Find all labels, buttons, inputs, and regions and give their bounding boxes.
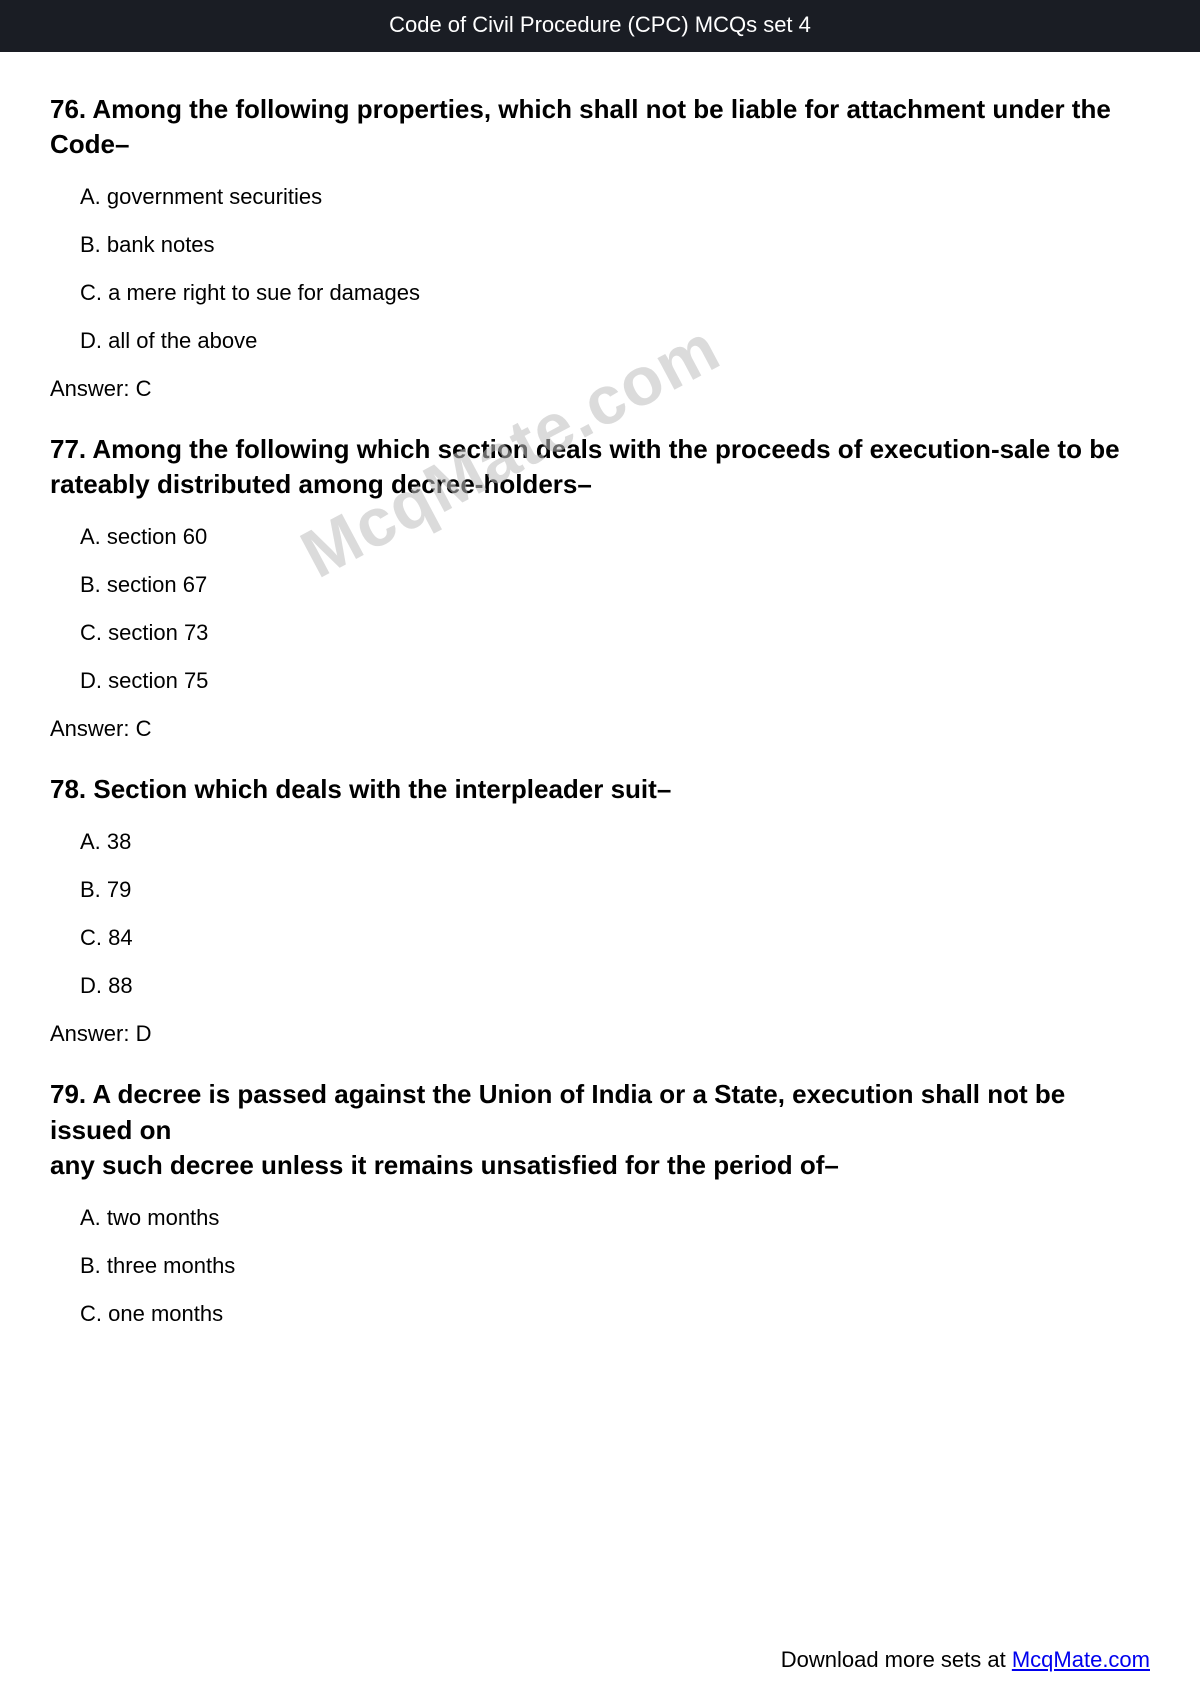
question-text-line: Section which deals with the interpleade… — [93, 774, 671, 804]
option-item: D. all of the above — [80, 328, 1150, 354]
questions-container: 76. Among the following properties, whic… — [50, 92, 1150, 1327]
option-label: C. — [80, 280, 108, 305]
option-item: D. section 75 — [80, 668, 1150, 694]
question-title: 77. Among the following which section de… — [50, 432, 1150, 502]
footer: Download more sets at McqMate.com — [781, 1647, 1150, 1673]
option-label: B. — [80, 232, 107, 257]
question-number: 77. — [50, 434, 92, 464]
option-label: B. — [80, 1253, 107, 1278]
option-label: C. — [80, 925, 108, 950]
question-title: 76. Among the following properties, whic… — [50, 92, 1150, 162]
option-label: A. — [80, 1205, 107, 1230]
option-item: B. section 67 — [80, 572, 1150, 598]
option-text: 79 — [107, 877, 131, 902]
answer-value: C — [136, 376, 152, 401]
question-text-line: rateably distributed among decree-holder… — [50, 469, 592, 499]
question-text-line: any such decree unless it remains unsati… — [50, 1150, 839, 1180]
option-label: B. — [80, 572, 107, 597]
option-text: one months — [108, 1301, 223, 1326]
page-body: McqMate.com 76. Among the following prop… — [0, 52, 1200, 1327]
option-text: all of the above — [108, 328, 257, 353]
answer-line: Answer: C — [50, 716, 1150, 742]
question-block: 79. A decree is passed against the Union… — [50, 1077, 1150, 1326]
option-item: D. 88 — [80, 973, 1150, 999]
option-text: 88 — [108, 973, 132, 998]
option-text: two months — [107, 1205, 220, 1230]
question-block: 78. Section which deals with the interpl… — [50, 772, 1150, 1047]
option-label: B. — [80, 877, 107, 902]
options-list: A. government securitiesB. bank notesC. … — [50, 184, 1150, 354]
question-text-line: Code– — [50, 129, 129, 159]
option-item: B. 79 — [80, 877, 1150, 903]
question-number: 78. — [50, 774, 93, 804]
option-text: section 60 — [107, 524, 207, 549]
option-label: A. — [80, 524, 107, 549]
option-label: D. — [80, 328, 108, 353]
option-label: C. — [80, 620, 108, 645]
option-text: government securities — [107, 184, 322, 209]
answer-line: Answer: C — [50, 376, 1150, 402]
option-item: C. one months — [80, 1301, 1150, 1327]
option-text: section 73 — [108, 620, 208, 645]
option-text: bank notes — [107, 232, 215, 257]
answer-prefix: Answer: — [50, 376, 136, 401]
option-text: 84 — [108, 925, 132, 950]
option-item: C. section 73 — [80, 620, 1150, 646]
option-item: C. a mere right to sue for damages — [80, 280, 1150, 306]
question-number: 79. — [50, 1079, 92, 1109]
options-list: A. two monthsB. three monthsC. one month… — [50, 1205, 1150, 1327]
question-text-line: A decree is passed against the Union of … — [50, 1079, 1065, 1144]
option-text: a mere right to sue for damages — [108, 280, 420, 305]
question-block: 76. Among the following properties, whic… — [50, 92, 1150, 402]
option-item: A. section 60 — [80, 524, 1150, 550]
footer-prefix: Download more sets at — [781, 1647, 1012, 1672]
option-label: A. — [80, 829, 107, 854]
options-list: A. 38B. 79C. 84D. 88 — [50, 829, 1150, 999]
option-text: 38 — [107, 829, 131, 854]
answer-value: C — [136, 716, 152, 741]
option-text: three months — [107, 1253, 235, 1278]
option-item: B. three months — [80, 1253, 1150, 1279]
answer-prefix: Answer: — [50, 716, 136, 741]
question-title: 79. A decree is passed against the Union… — [50, 1077, 1150, 1182]
options-list: A. section 60B. section 67C. section 73D… — [50, 524, 1150, 694]
option-label: A. — [80, 184, 107, 209]
option-label: D. — [80, 973, 108, 998]
option-text: section 75 — [108, 668, 208, 693]
option-label: D. — [80, 668, 108, 693]
option-label: C. — [80, 1301, 108, 1326]
question-number: 76. — [50, 94, 92, 124]
question-text-line: Among the following which section deals … — [92, 434, 1119, 464]
option-item: A. 38 — [80, 829, 1150, 855]
option-item: A. government securities — [80, 184, 1150, 210]
answer-value: D — [136, 1021, 152, 1046]
question-title: 78. Section which deals with the interpl… — [50, 772, 1150, 807]
answer-prefix: Answer: — [50, 1021, 136, 1046]
option-text: section 67 — [107, 572, 207, 597]
answer-line: Answer: D — [50, 1021, 1150, 1047]
question-block: 77. Among the following which section de… — [50, 432, 1150, 742]
option-item: B. bank notes — [80, 232, 1150, 258]
page-title: Code of Civil Procedure (CPC) MCQs set 4 — [389, 12, 811, 37]
question-text-line: Among the following properties, which sh… — [92, 94, 1110, 124]
option-item: C. 84 — [80, 925, 1150, 951]
option-item: A. two months — [80, 1205, 1150, 1231]
footer-link[interactable]: McqMate.com — [1012, 1647, 1150, 1672]
page-header: Code of Civil Procedure (CPC) MCQs set 4 — [0, 0, 1200, 52]
